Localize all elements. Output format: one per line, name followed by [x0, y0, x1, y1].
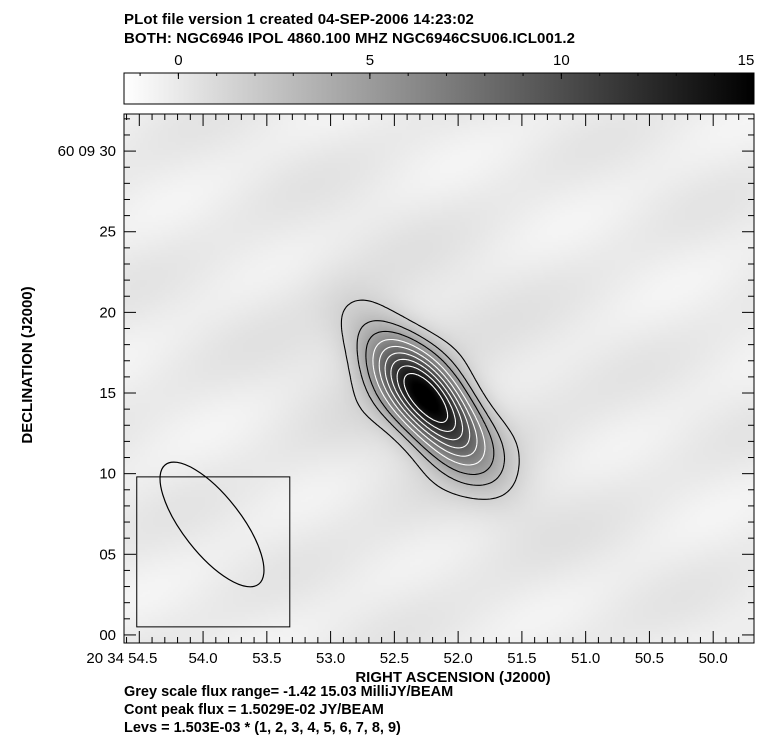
- beam-inset: [136, 461, 291, 628]
- colorbar-gradient: [123, 72, 755, 105]
- contour-level: [378, 345, 478, 457]
- x-tick-label: 51.5: [507, 650, 536, 667]
- contour-level: [403, 372, 449, 423]
- x-tick-label: 52.0: [444, 650, 473, 667]
- x-tick-label: 54.0: [188, 650, 217, 667]
- contour-set: [340, 299, 520, 500]
- contour-level: [356, 320, 506, 486]
- x-tick-label: 53.0: [316, 650, 345, 667]
- colorbar-tick-label: 10: [553, 52, 570, 69]
- x-tick-label: 52.5: [380, 650, 409, 667]
- y-tick-label: 60 09 30: [58, 143, 116, 160]
- colorbar-tick-label: 0: [174, 52, 182, 69]
- x-tick-label: 51.0: [571, 650, 600, 667]
- y-tick-label: 15: [99, 385, 116, 402]
- beam-ellipse: [159, 461, 265, 588]
- plot-header-line-1: PLot file version 1 created 04-SEP-2006 …: [124, 11, 474, 28]
- x-tick-label: 50.5: [635, 650, 664, 667]
- x-tick-label: 20 34 54.5: [86, 650, 157, 667]
- contour-level: [340, 299, 520, 500]
- contour-level: [390, 358, 464, 441]
- y-tick-label: 25: [99, 224, 116, 241]
- y-tick-label: 20: [99, 304, 116, 321]
- contour-level: [384, 352, 471, 449]
- x-tick-label: 53.5: [252, 650, 281, 667]
- map-image: 20 34 54.5 54.0 53.5 53.0 52.5 52.0 51.5 51.0 50…: [58, 113, 755, 667]
- plot-frame: [123, 113, 755, 644]
- y-tick-label: 00: [99, 627, 116, 644]
- beam-box: [136, 476, 291, 628]
- colorbar-tick-label: 5: [366, 52, 374, 69]
- contour-level: [396, 365, 457, 433]
- y-tick-label: 05: [99, 546, 116, 563]
- colorbar-tick-label: 15: [738, 52, 755, 69]
- plot-header-line-2: BOTH: NGC6946 IPOL 4860.100 MHZ NGC6946C…: [124, 30, 576, 47]
- y-tick-label: 10: [99, 466, 116, 483]
- footer-greyscale-range: Grey scale flux range= -1.42 15.03 Milli…: [124, 684, 454, 700]
- x-tick-label: 50.0: [699, 650, 728, 667]
- colorbar-ticks: 0 5 10 15: [139, 52, 755, 79]
- contour-level: [365, 330, 495, 476]
- axis-ticks: 20 34 54.5 54.0 53.5 53.0 52.5 52.0 51.5 51.0 50…: [58, 114, 754, 667]
- footer-contour-levels: Levs = 1.503E-03 * (1, 2, 3, 4, 5, 6, 7,…: [124, 720, 401, 736]
- greyscale-image: [124, 114, 754, 643]
- radio-map-figure: 0 5 10 15 20 34 54.5 54.0 53.5 53.0 52.5 52.0 51.…: [19, 52, 755, 686]
- y-axis-label: DECLINATION (J2000): [19, 286, 36, 443]
- colorbar: 0 5 10 15: [123, 52, 755, 105]
- footer-peak-flux: Cont peak flux = 1.5029E-02 JY/BEAM: [124, 702, 384, 718]
- x-axis-label: RIGHT ASCENSION (J2000): [355, 669, 550, 686]
- contour-level: [372, 338, 486, 466]
